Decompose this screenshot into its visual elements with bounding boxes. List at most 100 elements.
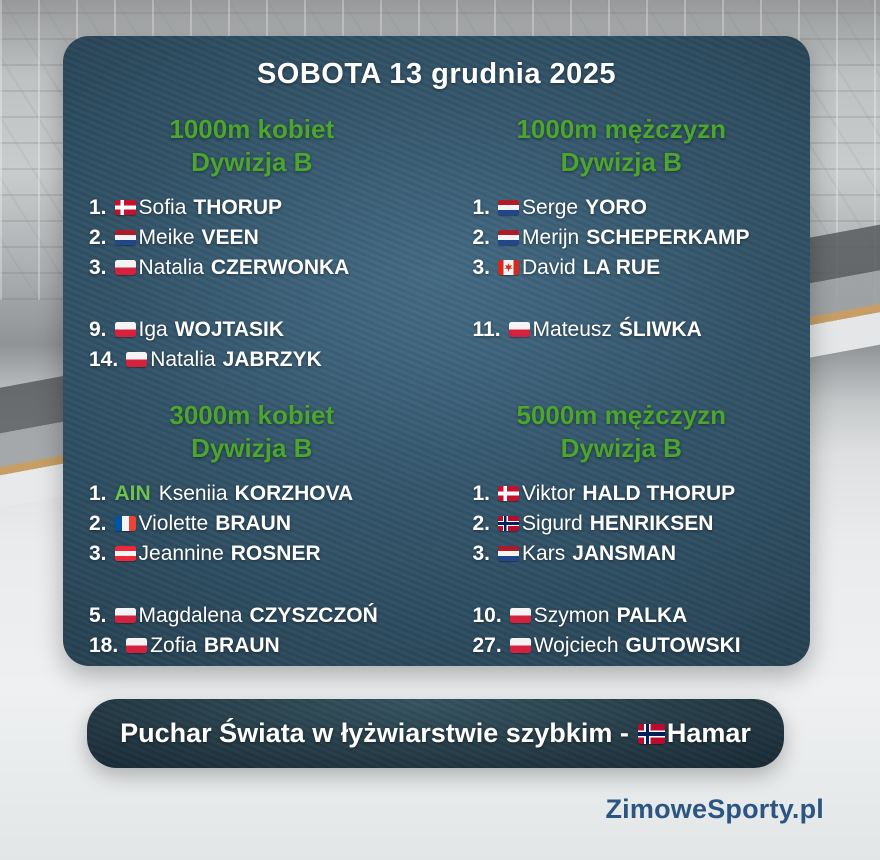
flag-poland-icon bbox=[509, 608, 531, 623]
flag-poland-icon bbox=[509, 638, 531, 653]
results-card: SOBOTA 13 grudnia 2025 1000m kobiet Dywi… bbox=[63, 36, 810, 666]
rank: 2. bbox=[472, 226, 491, 249]
rank: 3. bbox=[472, 256, 491, 279]
flag-poland-icon bbox=[126, 352, 148, 367]
first-name: Sofia bbox=[138, 196, 187, 219]
event-section: 3000m kobiet Dywizja B 1. AIN Kseniia KORZH… bbox=[67, 399, 437, 661]
last-name: ŚLIWKA bbox=[618, 318, 702, 341]
last-name: BRAUN bbox=[215, 512, 292, 535]
result-row: 1. Sofia THORUP bbox=[89, 193, 437, 223]
result-row: 9. Iga WOJTASIK bbox=[89, 315, 437, 345]
list-gap bbox=[473, 569, 807, 601]
sections-grid: 1000m kobiet Dywizja B 1. Sofia THORUP 2. Me… bbox=[63, 113, 810, 661]
result-row: 14. Natalia JABRZYK bbox=[89, 345, 437, 375]
first-name: Viktor bbox=[522, 482, 576, 505]
result-row: 1. Viktor HALD THORUP bbox=[473, 479, 807, 509]
rank: 1. bbox=[472, 482, 491, 505]
rank: 1. bbox=[472, 196, 491, 219]
event-location: Hamar bbox=[666, 718, 751, 748]
last-name: VEEN bbox=[201, 226, 259, 249]
rank: 14. bbox=[89, 348, 119, 371]
last-name: GUTOWSKI bbox=[625, 634, 741, 657]
flag-netherlands-icon bbox=[498, 546, 520, 561]
section-heading: 5000m mężczyzn Dywizja B bbox=[437, 399, 807, 465]
event-division: Dywizja B bbox=[191, 433, 313, 463]
first-name: Mateusz bbox=[532, 318, 612, 341]
flag-norway-icon bbox=[637, 723, 665, 744]
rank: 1. bbox=[89, 196, 107, 219]
rank: 2. bbox=[89, 226, 107, 249]
flag-denmark-icon bbox=[114, 200, 136, 215]
result-row: 1. AIN Kseniia KORZHOVA bbox=[89, 479, 437, 509]
flag-netherlands-icon bbox=[498, 230, 520, 245]
first-name: Meike bbox=[138, 226, 195, 249]
rank: 1. bbox=[89, 482, 107, 505]
last-name: LA RUE bbox=[582, 256, 661, 279]
results-list: 1. Viktor HALD THORUP 2. Sigurd HENRIKSEN 3. Ka… bbox=[437, 479, 807, 661]
result-row: 3. Natalia CZERWONKA bbox=[89, 253, 437, 283]
flag-poland-icon bbox=[508, 322, 530, 337]
event-distance: 1000m mężczyzn bbox=[516, 114, 727, 144]
rank: 27. bbox=[472, 634, 502, 657]
first-name: Iga bbox=[138, 318, 168, 341]
event-distance: 1000m kobiet bbox=[169, 114, 335, 144]
event-banner-text: Puchar Świata w łyżwiarstwie szybkim - bbox=[120, 718, 629, 748]
last-name: CZERWONKA bbox=[210, 256, 350, 279]
last-name: KORZHOVA bbox=[234, 482, 354, 505]
flag-poland-icon bbox=[114, 322, 136, 337]
first-name: Magdalena bbox=[138, 604, 243, 627]
result-row: 10. Szymon PALKA bbox=[473, 601, 807, 631]
results-list: 1. AIN Kseniia KORZHOVA 2. Violette BRAUN 3. Jea… bbox=[67, 479, 437, 661]
last-name: JABRZYK bbox=[222, 348, 322, 371]
last-name: BRAUN bbox=[203, 634, 280, 657]
last-name: CZYSZCZOŃ bbox=[249, 604, 378, 627]
result-row: 2. Violette BRAUN bbox=[89, 509, 437, 539]
event-section: 1000m kobiet Dywizja B 1. Sofia THORUP 2. Me… bbox=[67, 113, 437, 375]
first-name: Natalia bbox=[138, 256, 204, 279]
last-name: JANSMAN bbox=[572, 542, 677, 565]
result-row: 2. Merijn SCHEPERKAMP bbox=[473, 223, 807, 253]
first-name: Natalia bbox=[150, 348, 216, 371]
flag-norway-icon bbox=[498, 516, 520, 531]
ain-label: AIN bbox=[114, 482, 151, 505]
rank: 11. bbox=[472, 318, 501, 341]
rank: 3. bbox=[472, 542, 491, 565]
flag-france-icon bbox=[114, 516, 136, 531]
result-row: 18. Zofia BRAUN bbox=[89, 631, 437, 661]
first-name: Wojciech bbox=[533, 634, 619, 657]
last-name: PALKA bbox=[616, 604, 688, 627]
flag-denmark-icon bbox=[498, 486, 520, 501]
flag-canada-icon bbox=[498, 260, 520, 275]
result-row: 27. Wojciech GUTOWSKI bbox=[473, 631, 807, 661]
event-section: 5000m mężczyzn Dywizja B 1. Viktor HALD TH… bbox=[437, 399, 807, 661]
rank: 3. bbox=[89, 256, 107, 279]
event-division: Dywizja B bbox=[560, 433, 682, 463]
rank: 9. bbox=[89, 318, 107, 341]
rank: 10. bbox=[472, 604, 502, 627]
list-gap bbox=[473, 283, 807, 315]
rank: 18. bbox=[89, 634, 119, 657]
last-name: HALD THORUP bbox=[582, 482, 736, 505]
flag-poland-icon bbox=[126, 638, 148, 653]
rank: 5. bbox=[89, 604, 107, 627]
event-division: Dywizja B bbox=[560, 147, 682, 177]
first-name: Violette bbox=[138, 512, 209, 535]
result-row: 11. Mateusz ŚLIWKA bbox=[473, 315, 807, 345]
event-distance: 5000m mężczyzn bbox=[516, 400, 727, 430]
result-row: 2. Meike VEEN bbox=[89, 223, 437, 253]
result-row: 2. Sigurd HENRIKSEN bbox=[473, 509, 807, 539]
first-name: Zofia bbox=[150, 634, 197, 657]
date-title: SOBOTA 13 grudnia 2025 bbox=[256, 58, 617, 90]
flag-netherlands-icon bbox=[498, 200, 520, 215]
last-name: HENRIKSEN bbox=[589, 512, 714, 535]
flag-poland-icon bbox=[114, 608, 136, 623]
results-list: 1. Sofia THORUP 2. Meike VEEN 3. Natalia CZERWON… bbox=[67, 193, 437, 375]
rank: 3. bbox=[89, 542, 107, 565]
flag-austria-icon bbox=[114, 546, 136, 561]
list-gap bbox=[89, 569, 437, 601]
last-name: SCHEPERKAMP bbox=[586, 226, 750, 249]
first-name: Kseniia bbox=[158, 482, 228, 505]
flag-netherlands-icon bbox=[114, 230, 136, 245]
result-row: 5. Magdalena CZYSZCZOŃ bbox=[89, 601, 437, 631]
